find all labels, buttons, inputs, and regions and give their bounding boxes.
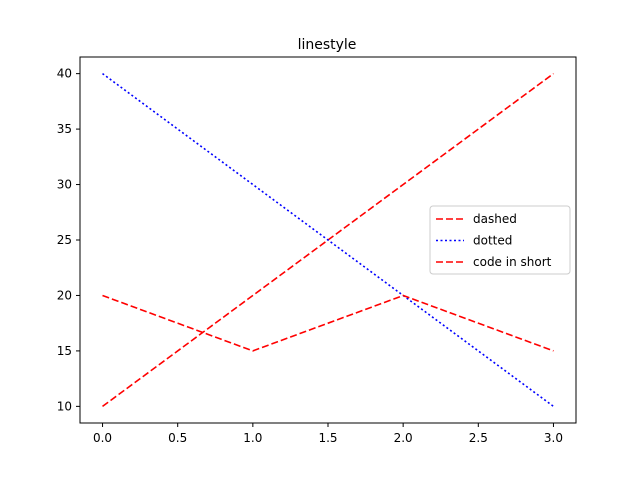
x-tick-label: 0.0: [93, 431, 112, 445]
x-tick-label: 2.0: [394, 431, 413, 445]
y-tick-label: 15: [57, 344, 72, 358]
legend-label-2: code in short: [473, 255, 552, 269]
legend-label-1: dotted: [473, 234, 512, 248]
y-tick-label: 40: [57, 67, 72, 81]
y-tick-label: 20: [57, 288, 72, 302]
y-tick-label: 30: [57, 178, 72, 192]
legend-label-0: dashed: [473, 212, 517, 226]
legend: dashed dotted code in short: [429, 205, 571, 275]
series-line-1: [102, 72, 554, 408]
axes: 0.0 0.5 1.0 1.5 2.0 2.5 3.0 10 15 20 25 30 35 40: [57, 56, 577, 445]
y-tick-label: 10: [57, 399, 72, 413]
x-tick-label: 1.0: [243, 431, 262, 445]
series-line-2: [102, 294, 554, 352]
x-tick-label: 2.5: [469, 431, 488, 445]
x-tick-label: 3.0: [544, 431, 563, 445]
x-tick-label: 0.5: [168, 431, 187, 445]
y-tick-label: 25: [57, 233, 72, 247]
x-tick-label: 1.5: [318, 431, 337, 445]
chart-title: linestyle: [298, 37, 357, 53]
y-tick-label: 35: [57, 122, 72, 136]
plot-area: [102, 72, 554, 408]
legend-box: [429, 205, 571, 275]
